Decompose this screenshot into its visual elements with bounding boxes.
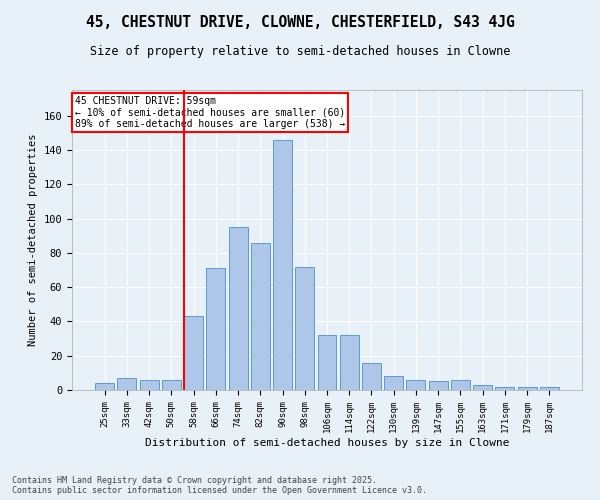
Bar	[118, 378, 136, 390]
Bar	[140, 380, 158, 390]
Bar	[184, 316, 203, 390]
Bar	[229, 227, 248, 390]
Text: Contains HM Land Registry data © Crown copyright and database right 2025.
Contai: Contains HM Land Registry data © Crown c…	[12, 476, 427, 495]
Bar	[162, 380, 181, 390]
Bar	[496, 386, 514, 390]
X-axis label: Distribution of semi-detached houses by size in Clowne: Distribution of semi-detached houses by …	[145, 438, 509, 448]
Bar	[273, 140, 292, 390]
Bar	[473, 385, 492, 390]
Bar	[317, 335, 337, 390]
Bar	[451, 380, 470, 390]
Bar	[406, 380, 425, 390]
Bar	[384, 376, 403, 390]
Bar	[295, 266, 314, 390]
Bar	[340, 335, 359, 390]
Bar	[429, 382, 448, 390]
Text: 45 CHESTNUT DRIVE: 59sqm
← 10% of semi-detached houses are smaller (60)
89% of s: 45 CHESTNUT DRIVE: 59sqm ← 10% of semi-d…	[74, 96, 345, 129]
Text: Size of property relative to semi-detached houses in Clowne: Size of property relative to semi-detach…	[90, 45, 510, 58]
Text: 45, CHESTNUT DRIVE, CLOWNE, CHESTERFIELD, S43 4JG: 45, CHESTNUT DRIVE, CLOWNE, CHESTERFIELD…	[86, 15, 514, 30]
Bar	[362, 362, 381, 390]
Bar	[206, 268, 225, 390]
Y-axis label: Number of semi-detached properties: Number of semi-detached properties	[28, 134, 38, 346]
Bar	[540, 386, 559, 390]
Bar	[518, 386, 536, 390]
Bar	[251, 242, 270, 390]
Bar	[95, 383, 114, 390]
